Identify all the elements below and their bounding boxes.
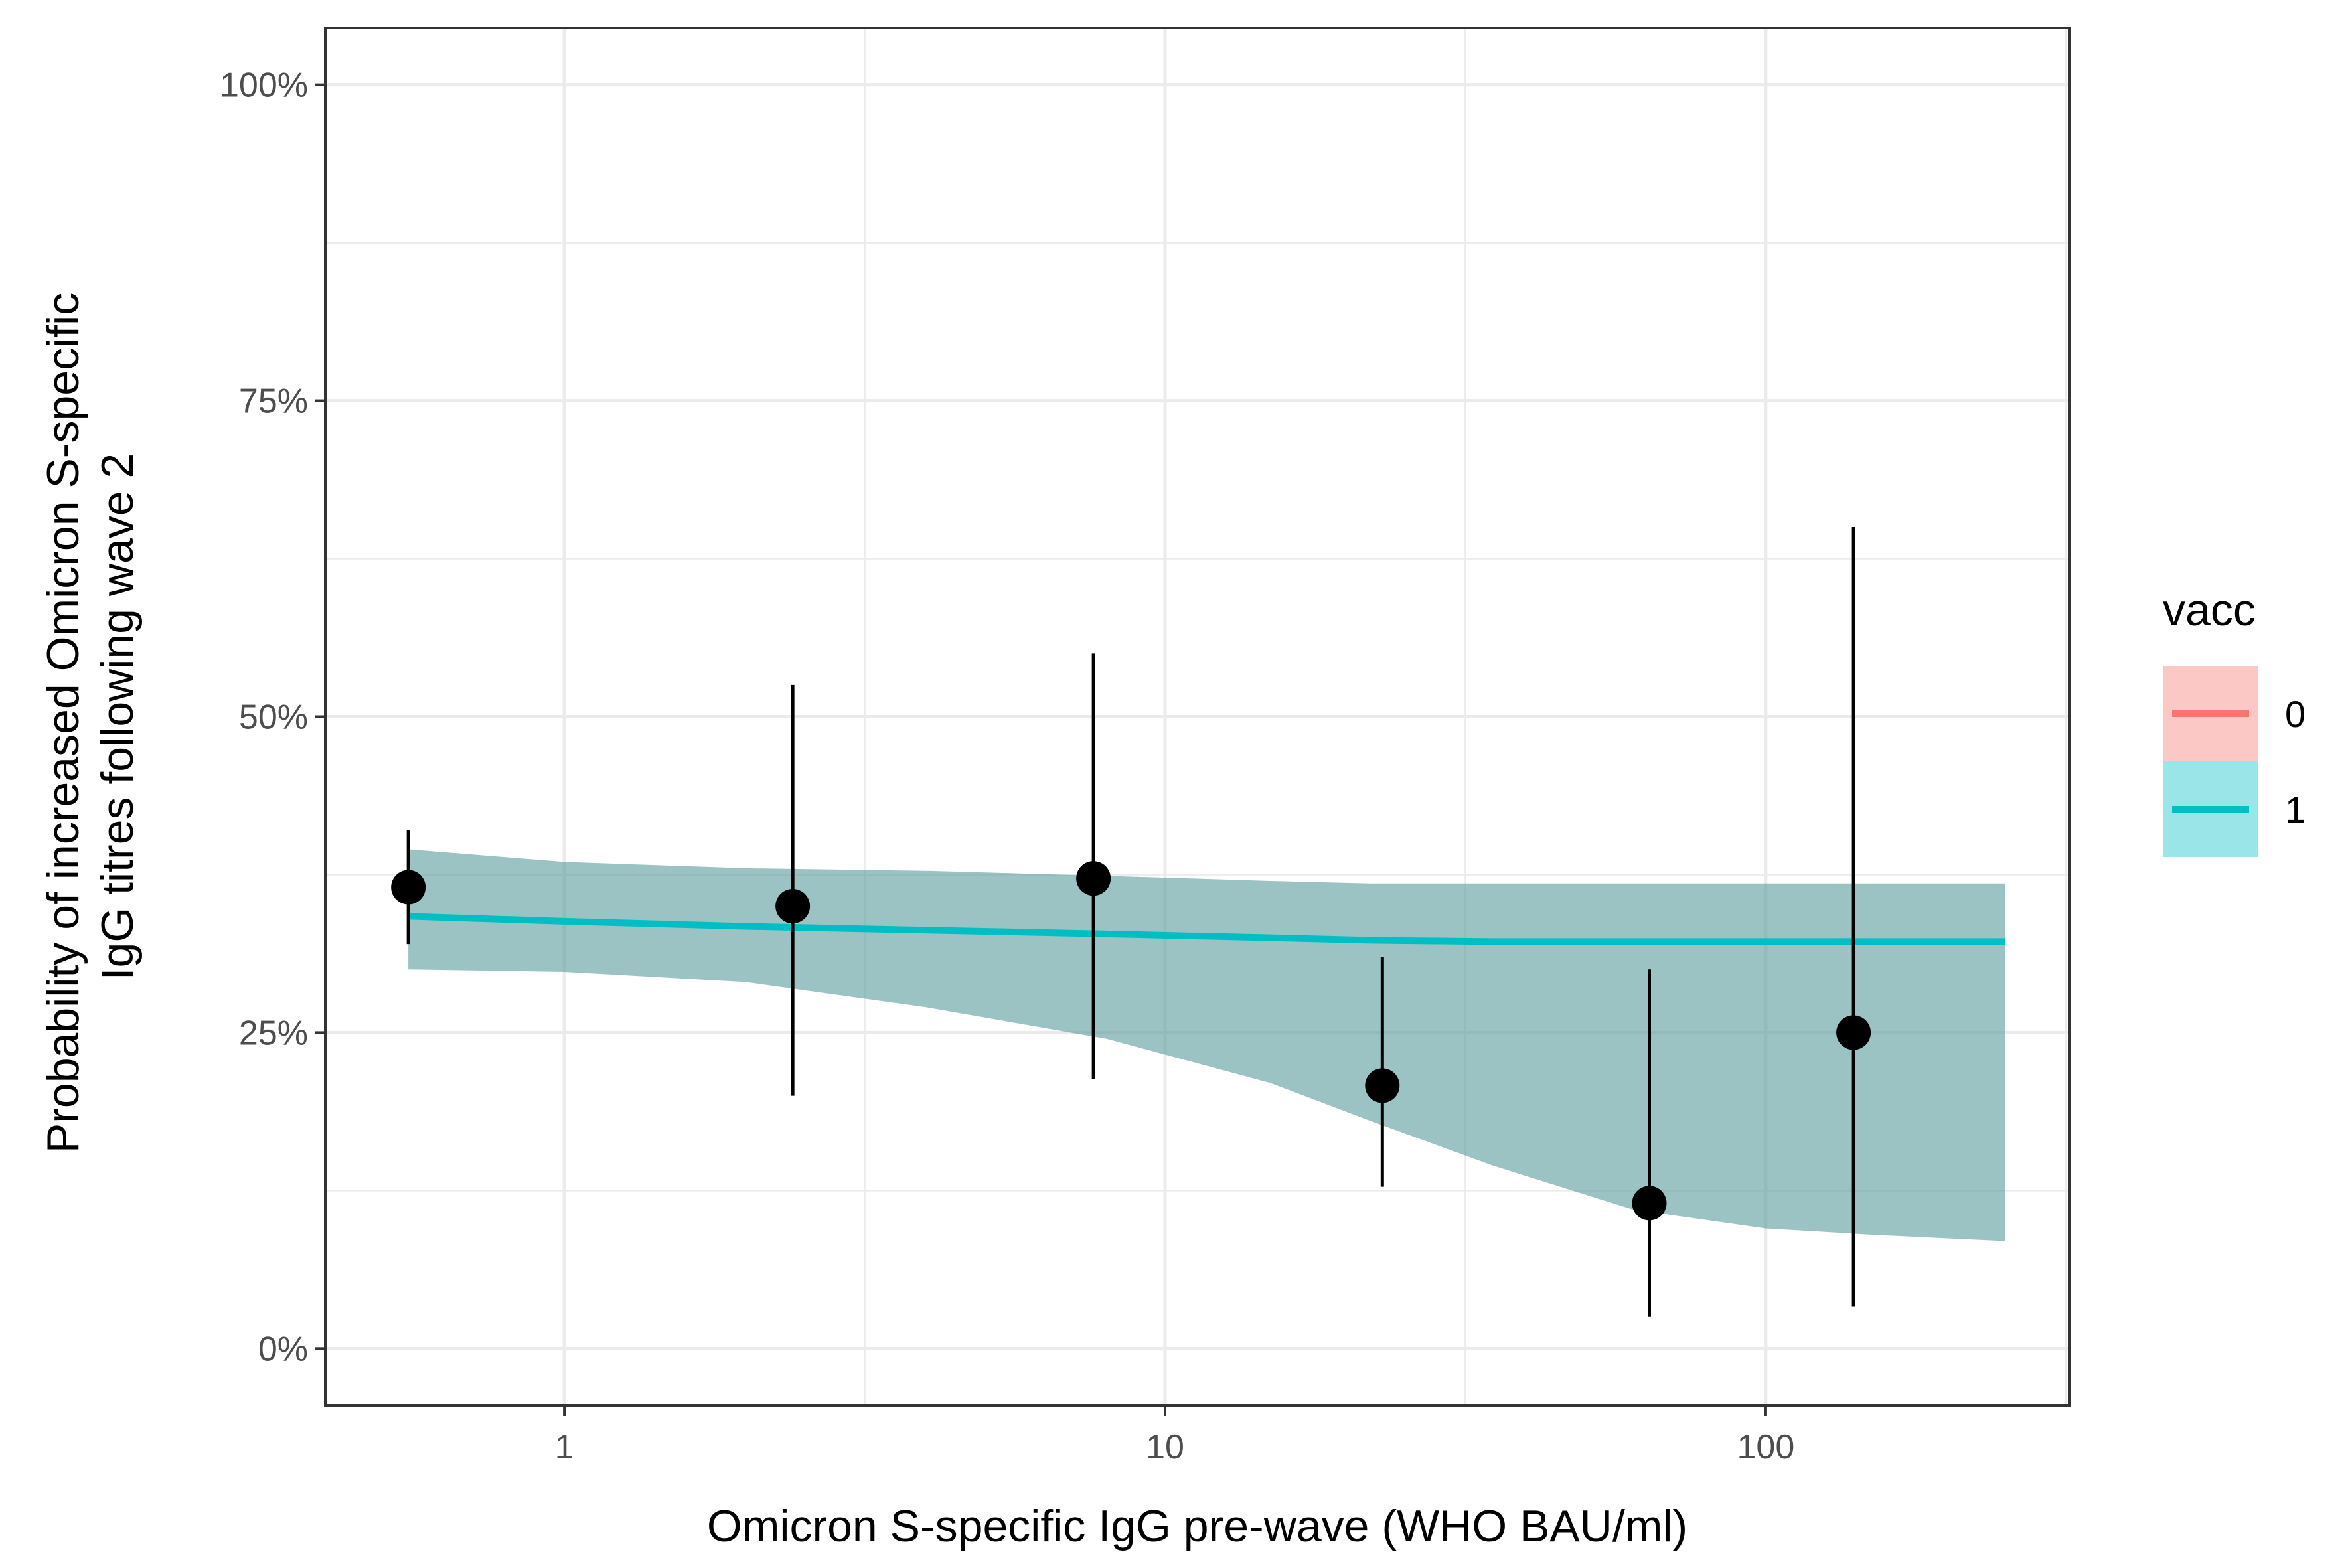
y-axis-title-line-1: Probability of increased Omicron S-speci… [38, 293, 88, 1153]
data-point [1836, 1015, 1871, 1050]
confidence-ribbon-1 [408, 849, 2005, 1241]
y-axis: 0% 25% 50% 75% 100% [220, 66, 325, 1368]
data-point [775, 889, 811, 924]
y-tick-label: 0% [258, 1330, 308, 1368]
y-axis-title-line-2: IgG titres following wave 2 [92, 453, 143, 980]
fitted-lines [408, 913, 2005, 945]
confidence-ribbons [408, 849, 2005, 1241]
legend-label-0: 0 [2285, 693, 2306, 735]
x-tick-label: 100 [1737, 1428, 1795, 1466]
y-tick-label: 75% [239, 382, 308, 421]
y-axis-title: Probability of increased Omicron S-speci… [38, 280, 143, 1153]
legend-title: vacc [2163, 585, 2256, 635]
x-axis-title: Omicron S-specific IgG pre-wave (WHO BAU… [707, 1501, 1687, 1551]
data-point [1365, 1068, 1400, 1103]
data-point [391, 870, 426, 905]
data-point [1076, 861, 1111, 896]
legend-items: 01 [2163, 666, 2306, 857]
fitted-line-1 [408, 913, 2005, 945]
x-tick-label: 1 [555, 1428, 574, 1466]
legend-label-1: 1 [2285, 789, 2306, 830]
y-tick-label: 100% [220, 66, 308, 105]
x-tick-label: 10 [1146, 1428, 1184, 1466]
y-tick-label: 50% [239, 698, 308, 737]
legend: vacc 01 [2163, 585, 2306, 857]
data-point [1632, 1186, 1667, 1221]
y-tick-label: 25% [239, 1014, 308, 1052]
data-points [391, 861, 1871, 1221]
x-axis: 1 10 100 [555, 1405, 1795, 1466]
